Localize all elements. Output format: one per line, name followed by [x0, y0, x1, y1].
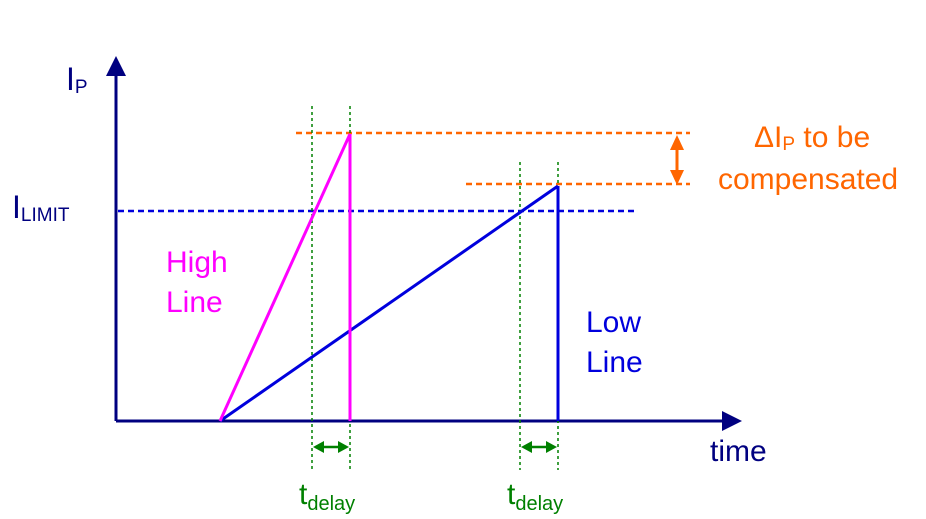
x-axis-arrowhead-icon — [722, 411, 742, 431]
limit-label: ILIMIT — [12, 189, 70, 226]
compensated-label: compensated — [718, 163, 898, 196]
x-axis-label: time — [710, 435, 767, 468]
delay-arrow-high-icon — [313, 441, 349, 453]
high-line-ramp — [218, 133, 352, 422]
t-delay-label-low: tdelay — [507, 478, 563, 515]
delta-ip-arrow-up-icon — [670, 135, 684, 150]
t-delay-label-high: tdelay — [299, 478, 355, 515]
high-line-label: High Line — [166, 246, 236, 319]
low-line-ramp — [219, 184, 559, 423]
delay-arrow-low-icon — [521, 441, 557, 453]
y-axis-arrowhead-icon — [106, 56, 126, 76]
low-line-label: Low Line — [586, 306, 649, 379]
delta-ip-arrow-down-icon — [670, 170, 684, 185]
y-axis-label: IP — [66, 61, 88, 98]
delta-ip-label: ΔIP to be — [754, 121, 870, 155]
